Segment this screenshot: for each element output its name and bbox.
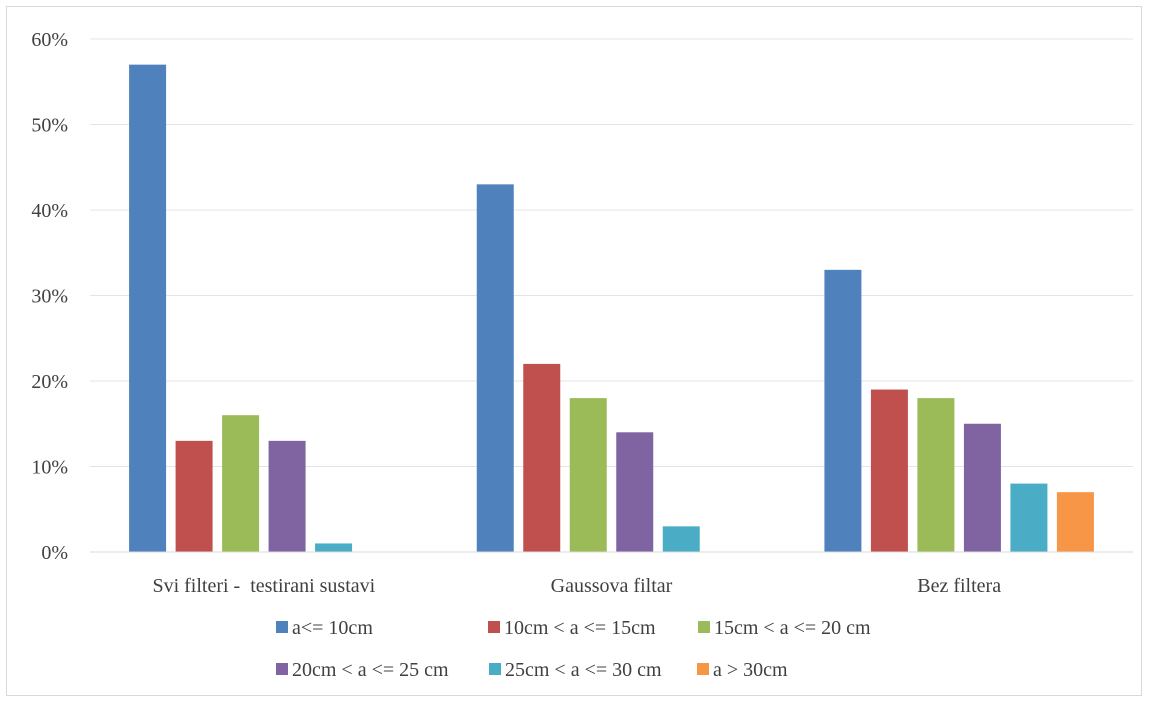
legend-swatch xyxy=(697,663,709,675)
bar-3-cat-2 xyxy=(569,398,607,552)
bar-2-cat-3 xyxy=(870,389,908,552)
y-tick-label: 0% xyxy=(41,542,68,564)
y-tick-label: 30% xyxy=(31,286,68,308)
bars xyxy=(129,64,1094,553)
y-tick-label: 20% xyxy=(31,371,68,393)
bar-5-cat-2 xyxy=(662,526,700,552)
legend-swatch xyxy=(488,621,500,633)
y-tick-label: 40% xyxy=(31,200,68,222)
bar-4-cat-3 xyxy=(963,423,1001,552)
x-axis-categories: Svi filteri - testirani sustavi Gaussova … xyxy=(152,575,1001,597)
legend-label: 25cm < a <= 30 cm xyxy=(505,659,662,681)
bar-3-cat-1 xyxy=(222,415,260,552)
bar-1-cat-1 xyxy=(129,64,167,553)
legend-swatch xyxy=(489,663,501,675)
bar-5-cat-3 xyxy=(1010,483,1048,552)
legend-swatch xyxy=(698,621,710,633)
bar-2-cat-2 xyxy=(523,363,561,552)
bar-6-cat-3 xyxy=(1056,492,1094,552)
bar-1-cat-3 xyxy=(824,269,862,552)
legend-swatch xyxy=(276,663,288,675)
legend-swatch xyxy=(276,621,288,633)
legend-label: 10cm < a <= 15cm xyxy=(504,617,656,639)
bar-2-cat-1 xyxy=(175,440,213,552)
y-tick-label: 10% xyxy=(31,457,68,479)
bar-5-cat-1 xyxy=(315,543,353,552)
x-category-label: Gaussova filtar xyxy=(551,575,673,597)
legend-label: a > 30cm xyxy=(713,659,788,681)
bar-1-cat-2 xyxy=(476,184,514,552)
bar-3-cat-3 xyxy=(917,398,955,552)
bar-4-cat-1 xyxy=(268,440,306,552)
bar-4-cat-2 xyxy=(616,432,654,552)
y-axis-ticks: 0% 10% 20% 30% 40% 50% 60% xyxy=(31,29,68,564)
legend-label: 15cm < a <= 20 cm xyxy=(714,617,871,639)
legend-label: 20cm < a <= 25 cm xyxy=(292,659,449,681)
y-tick-label: 50% xyxy=(31,115,68,137)
chart-frame xyxy=(6,6,1142,696)
legend-label: a<= 10cm xyxy=(292,617,373,639)
x-category-label: Svi filteri - testirani sustavi xyxy=(152,575,375,597)
legend: a<= 10cm 10cm < a <= 15cm 15cm < a <= 20 c… xyxy=(276,617,871,681)
x-category-label: Bez filtera xyxy=(917,575,1001,597)
gridlines xyxy=(90,38,1133,467)
y-tick-label: 60% xyxy=(31,29,68,51)
